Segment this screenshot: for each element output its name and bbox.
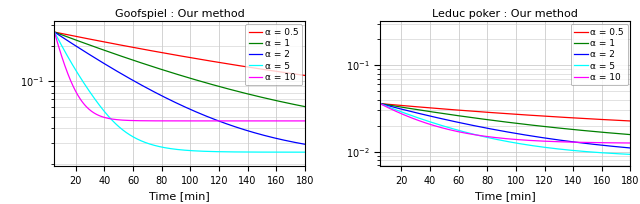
α = 1 bbox=[525, 124, 533, 126]
Line: α = 0.5: α = 0.5 bbox=[54, 32, 305, 75]
α = 0.5 bbox=[495, 112, 503, 114]
α = 5 bbox=[51, 31, 58, 33]
α = 2 bbox=[256, 133, 264, 135]
α = 10 bbox=[525, 139, 533, 142]
α = 5 bbox=[495, 139, 503, 141]
α = 1 bbox=[627, 133, 634, 136]
α = 0.5 bbox=[200, 59, 207, 61]
Legend: α = 0.5, α = 1, α = 2, α = 5, α = 10: α = 0.5, α = 1, α = 2, α = 5, α = 10 bbox=[571, 24, 628, 85]
X-axis label: Time [min]: Time [min] bbox=[149, 192, 210, 202]
Title: Goofspiel : Our method: Goofspiel : Our method bbox=[115, 9, 244, 19]
α = 5 bbox=[256, 151, 264, 153]
α = 1 bbox=[376, 102, 384, 105]
α = 0.5 bbox=[301, 74, 308, 77]
α = 10 bbox=[621, 142, 628, 144]
α = 2 bbox=[295, 142, 303, 144]
α = 0.5 bbox=[581, 117, 589, 120]
α = 10 bbox=[171, 120, 179, 122]
α = 10 bbox=[170, 120, 177, 122]
α = 1 bbox=[621, 133, 628, 135]
α = 5 bbox=[301, 151, 308, 153]
α = 0.5 bbox=[170, 53, 177, 56]
α = 1 bbox=[301, 105, 308, 108]
Line: α = 1: α = 1 bbox=[54, 32, 305, 107]
α = 1 bbox=[581, 130, 589, 132]
α = 0.5 bbox=[295, 73, 303, 76]
α = 0.5 bbox=[186, 56, 194, 59]
α = 5 bbox=[186, 149, 194, 152]
α = 1 bbox=[51, 31, 58, 33]
α = 2 bbox=[200, 114, 207, 116]
Line: α = 1: α = 1 bbox=[380, 104, 630, 135]
α = 10 bbox=[186, 120, 194, 122]
α = 2 bbox=[497, 130, 504, 132]
α = 10 bbox=[200, 120, 207, 122]
α = 10 bbox=[497, 137, 504, 139]
α = 10 bbox=[581, 141, 589, 144]
α = 10 bbox=[51, 31, 58, 33]
Title: Leduc poker : Our method: Leduc poker : Our method bbox=[432, 9, 578, 19]
α = 5 bbox=[621, 153, 628, 155]
α = 2 bbox=[581, 142, 589, 145]
α = 2 bbox=[627, 147, 634, 149]
α = 2 bbox=[495, 129, 503, 132]
Line: α = 2: α = 2 bbox=[380, 104, 630, 148]
α = 1 bbox=[171, 72, 179, 75]
α = 10 bbox=[495, 137, 503, 139]
α = 5 bbox=[171, 148, 179, 150]
α = 5 bbox=[200, 150, 207, 152]
α = 2 bbox=[301, 143, 308, 145]
α = 1 bbox=[295, 104, 303, 107]
α = 5 bbox=[581, 150, 589, 153]
α = 10 bbox=[295, 120, 303, 122]
α = 1 bbox=[256, 96, 264, 98]
α = 0.5 bbox=[171, 54, 179, 56]
α = 2 bbox=[376, 102, 384, 105]
α = 5 bbox=[170, 148, 177, 150]
α = 0.5 bbox=[497, 112, 504, 114]
α = 1 bbox=[186, 77, 194, 79]
α = 0.5 bbox=[621, 120, 628, 122]
Legend: α = 0.5, α = 1, α = 2, α = 5, α = 10: α = 0.5, α = 1, α = 2, α = 5, α = 10 bbox=[245, 24, 302, 85]
α = 5 bbox=[376, 102, 384, 105]
α = 0.5 bbox=[525, 114, 533, 116]
α = 2 bbox=[51, 31, 58, 33]
α = 5 bbox=[525, 144, 533, 146]
Line: α = 0.5: α = 0.5 bbox=[380, 104, 630, 121]
X-axis label: Time [min]: Time [min] bbox=[475, 192, 536, 202]
Line: α = 2: α = 2 bbox=[54, 32, 305, 144]
α = 0.5 bbox=[511, 113, 519, 115]
α = 2 bbox=[621, 146, 628, 149]
α = 1 bbox=[170, 72, 177, 74]
α = 2 bbox=[186, 108, 194, 110]
Line: α = 10: α = 10 bbox=[54, 32, 305, 121]
α = 5 bbox=[511, 142, 519, 144]
α = 10 bbox=[376, 102, 384, 105]
α = 5 bbox=[295, 151, 303, 153]
Line: α = 5: α = 5 bbox=[380, 104, 630, 154]
α = 5 bbox=[497, 139, 504, 141]
α = 2 bbox=[525, 134, 533, 137]
α = 5 bbox=[627, 153, 634, 156]
α = 10 bbox=[256, 120, 264, 122]
α = 2 bbox=[170, 100, 177, 103]
Line: α = 5: α = 5 bbox=[54, 32, 305, 152]
α = 10 bbox=[627, 142, 634, 144]
α = 1 bbox=[495, 120, 503, 122]
α = 2 bbox=[171, 101, 179, 103]
α = 0.5 bbox=[51, 31, 58, 33]
Line: α = 10: α = 10 bbox=[380, 104, 630, 143]
α = 0.5 bbox=[256, 68, 264, 70]
α = 2 bbox=[511, 132, 519, 135]
α = 10 bbox=[511, 138, 519, 141]
α = 1 bbox=[497, 120, 504, 123]
α = 10 bbox=[301, 120, 308, 122]
α = 0.5 bbox=[627, 120, 634, 122]
α = 1 bbox=[511, 122, 519, 124]
α = 1 bbox=[200, 81, 207, 83]
α = 0.5 bbox=[376, 102, 384, 105]
